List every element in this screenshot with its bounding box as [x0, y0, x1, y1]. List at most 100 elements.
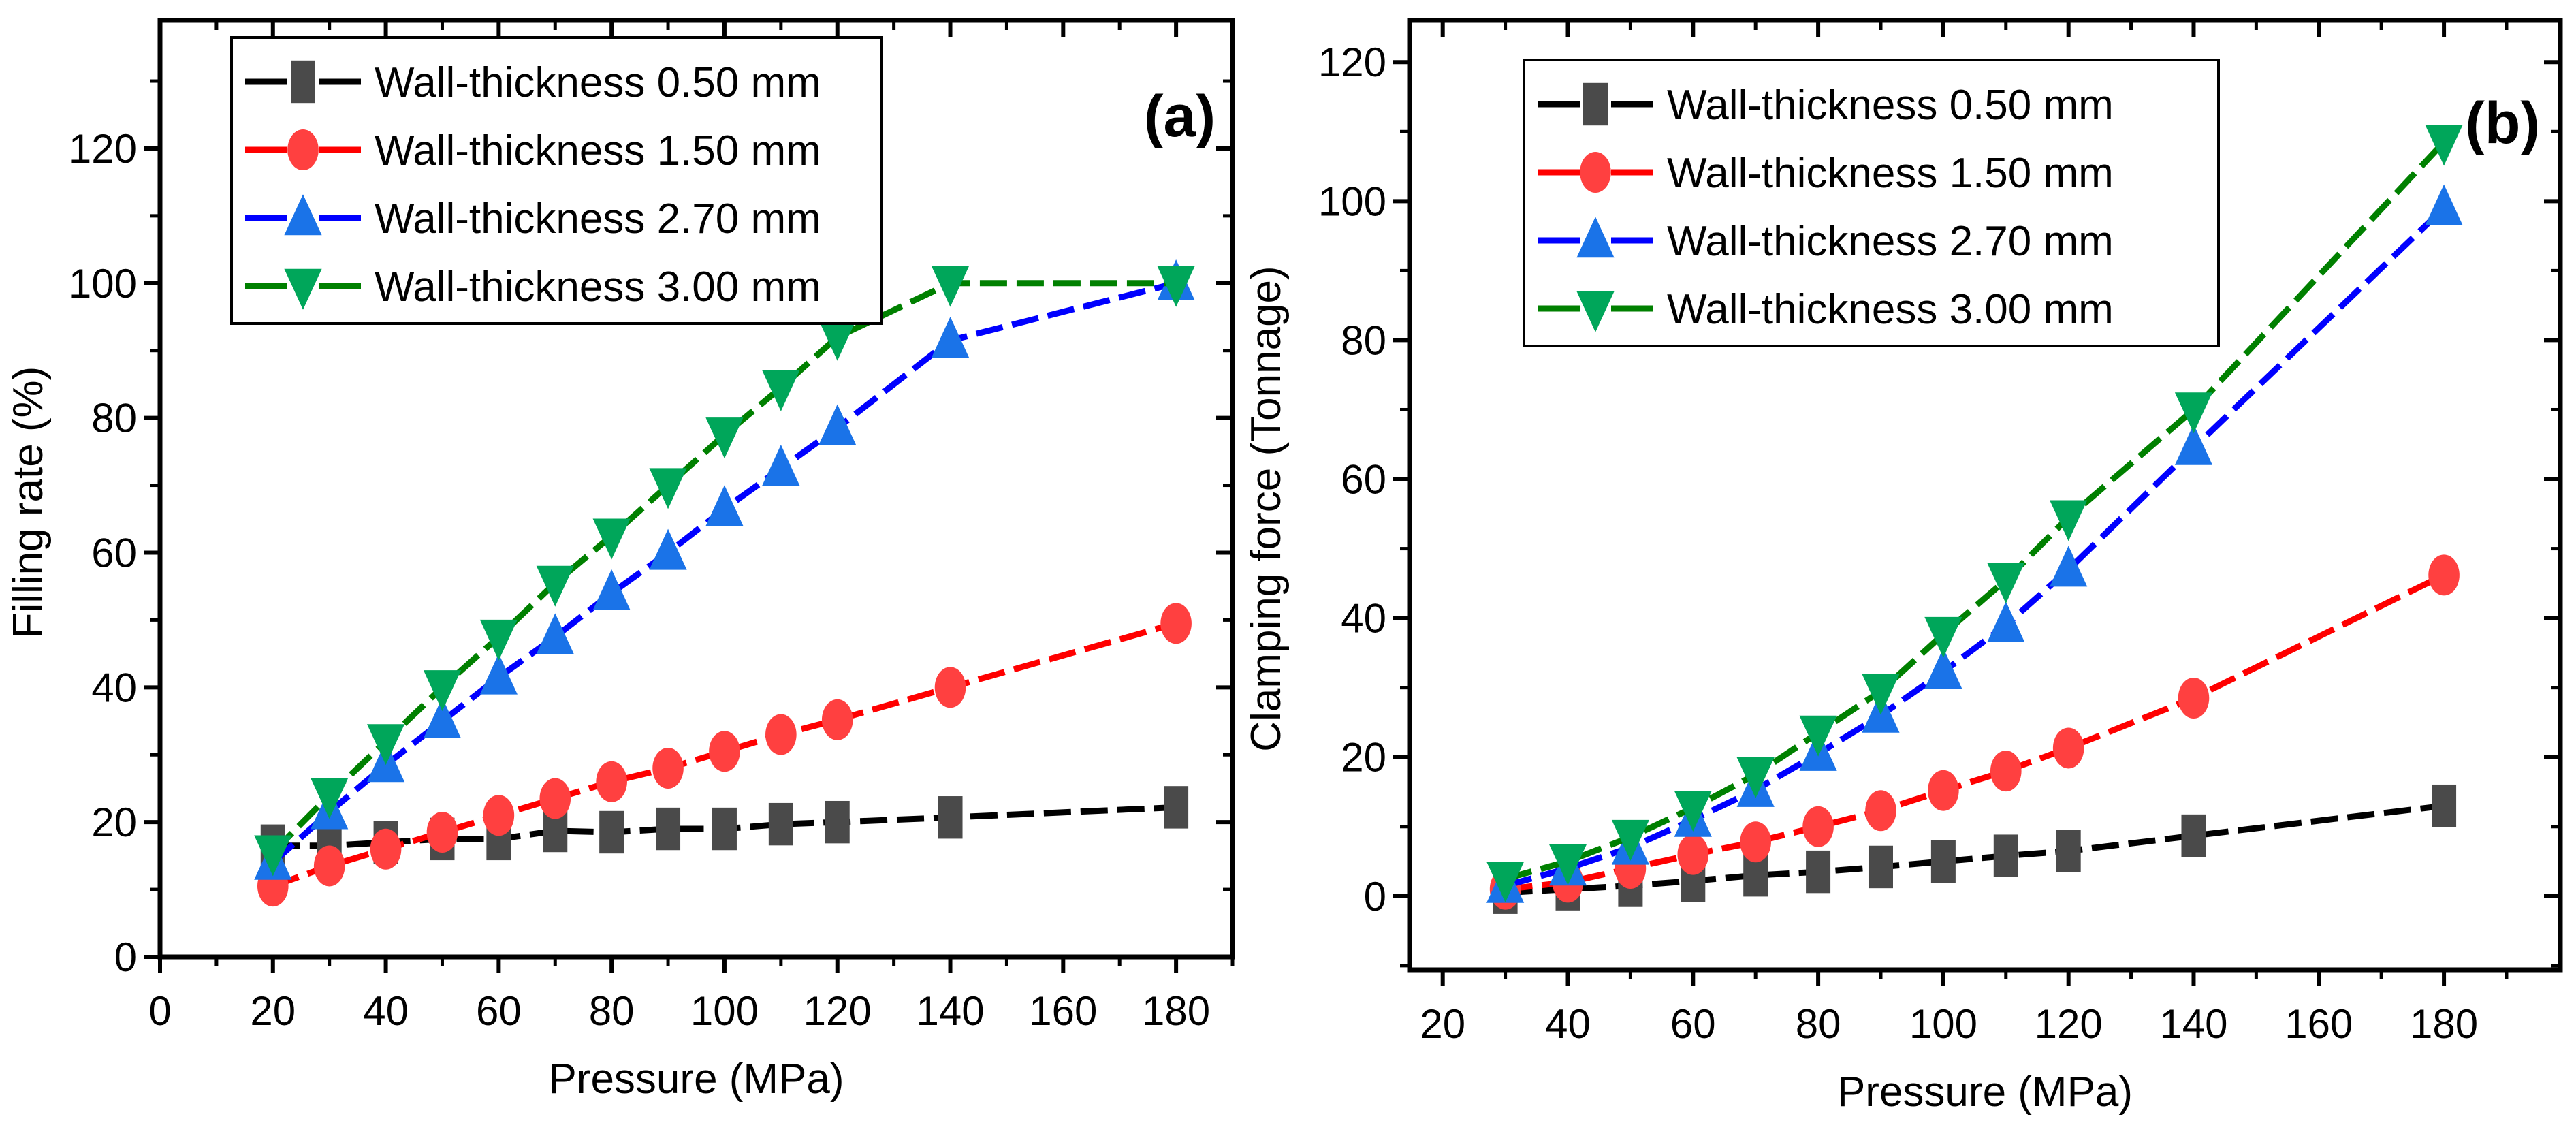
legend-label: Wall-thickness 0.50 mm [375, 59, 821, 106]
data-point-3 [1799, 715, 1837, 757]
legend-marker [291, 60, 315, 104]
x-axis-title: Pressure (MPa) [1837, 1069, 2133, 1116]
legend-box [1523, 59, 2220, 347]
x-tick-label: 20 [1420, 1001, 1465, 1047]
data-point-0 [1868, 845, 1893, 889]
data-point-2 [2050, 546, 2088, 587]
data-point-3 [1736, 757, 1775, 799]
data-point-3 [536, 565, 574, 607]
data-point-0 [2056, 830, 2081, 872]
data-point-3 [1674, 791, 1712, 832]
data-point-1 [1160, 603, 1192, 644]
data-point-1 [2178, 677, 2210, 719]
data-point-2 [762, 445, 800, 486]
x-tick-label: 0 [148, 988, 171, 1034]
data-point-2 [649, 528, 687, 570]
x-tick-label: 180 [1142, 988, 1210, 1034]
data-point-0 [1930, 840, 1956, 883]
series-line-0 [1505, 802, 2445, 896]
data-point-0 [1993, 834, 2018, 877]
data-point-2 [592, 569, 631, 611]
y-tick-label: 100 [69, 261, 137, 306]
legend-label: Wall-thickness 0.50 mm [1667, 82, 2114, 129]
data-point-0 [599, 810, 624, 854]
y-tick-label: 120 [69, 126, 137, 172]
x-tick-label: 120 [2035, 1001, 2103, 1047]
data-point-1 [1928, 770, 1959, 811]
data-point-0 [2432, 784, 2457, 827]
y-tick-label: 80 [1341, 317, 1386, 363]
x-tick-label: 140 [2159, 1001, 2227, 1047]
data-point-3 [931, 266, 970, 307]
data-point-1 [483, 795, 515, 836]
data-point-3 [1157, 266, 1195, 307]
y-tick-label: 40 [91, 665, 137, 710]
y-axis-title: Filling rate (%) [5, 366, 52, 639]
plot-frame [157, 18, 1235, 960]
data-point-0 [825, 800, 850, 844]
data-point-3 [1548, 844, 1587, 885]
x-tick-label: 160 [1029, 988, 1097, 1034]
legend-label: Wall-thickness 1.50 mm [375, 127, 821, 174]
panel-label: (b) [2465, 91, 2540, 156]
data-point-2 [818, 404, 857, 445]
data-point-1 [313, 845, 345, 887]
legend: Wall-thickness 0.50 mm Wall-thickness 1.5… [230, 36, 883, 325]
chart-panel-a: 0 20 40 60 80 100 120 140 160 180 0 20 40 60 80 100 120 P… [5, 18, 1235, 1103]
series-line-3 [1504, 140, 2447, 882]
data-point-0 [2181, 814, 2206, 857]
legend-label: Wall-thickness 3.00 mm [1667, 286, 2114, 333]
x-tick-label: 140 [916, 988, 984, 1034]
legend: Wall-thickness 0.50 mm Wall-thickness 1.5… [1523, 59, 2220, 347]
data-point-1 [1740, 821, 1771, 863]
x-tick-label: 40 [363, 988, 409, 1034]
data-point-2 [2425, 184, 2463, 225]
data-point-3 [1486, 862, 1525, 903]
data-point-1 [1802, 806, 1834, 847]
x-tick-label: 40 [1545, 1001, 1591, 1047]
data-point-1 [1865, 790, 1896, 832]
x-tick-label: 160 [2285, 1001, 2353, 1047]
x-tick-label: 100 [1909, 1001, 1977, 1047]
data-point-1 [426, 811, 458, 853]
data-point-2 [1924, 648, 1962, 689]
x-tick-label: 20 [250, 988, 296, 1034]
data-point-3 [649, 468, 687, 509]
data-point-3 [2174, 392, 2213, 434]
data-point-1 [652, 748, 684, 789]
x-tick-label: 180 [2410, 1001, 2478, 1047]
data-point-3 [479, 619, 518, 661]
y-tick-label: 20 [1341, 735, 1386, 780]
x-tick-label: 120 [804, 988, 872, 1034]
data-point-3 [592, 518, 631, 560]
data-point-2 [931, 317, 970, 358]
data-point-3 [1924, 616, 1962, 658]
data-point-2 [479, 653, 518, 695]
data-point-0 [1806, 850, 1831, 894]
legend-marker [1580, 152, 1611, 193]
data-point-3 [311, 778, 349, 819]
y-tick-label: 0 [114, 934, 137, 980]
legend-label: Wall-thickness 1.50 mm [1667, 150, 2114, 197]
data-point-3 [705, 417, 744, 459]
x-tick-label: 80 [589, 988, 635, 1034]
data-point-2 [423, 697, 462, 738]
data-point-1 [1990, 751, 2022, 792]
y-tick-label: 60 [91, 530, 137, 575]
y-tick-label: 40 [1341, 596, 1386, 642]
y-tick-label: 20 [91, 800, 137, 845]
data-point-2 [2174, 424, 2213, 465]
series-line-2 [270, 280, 1177, 865]
legend-marker [1583, 82, 1608, 126]
legend-marker [287, 129, 319, 170]
data-point-1 [709, 731, 740, 772]
data-point-3 [366, 724, 405, 765]
data-point-2 [1987, 601, 2025, 643]
data-point-3 [254, 835, 292, 877]
data-point-3 [762, 370, 800, 411]
y-tick-label: 0 [1364, 874, 1386, 919]
data-point-1 [539, 778, 571, 819]
legend-marker [284, 194, 322, 236]
data-point-1 [934, 667, 966, 708]
